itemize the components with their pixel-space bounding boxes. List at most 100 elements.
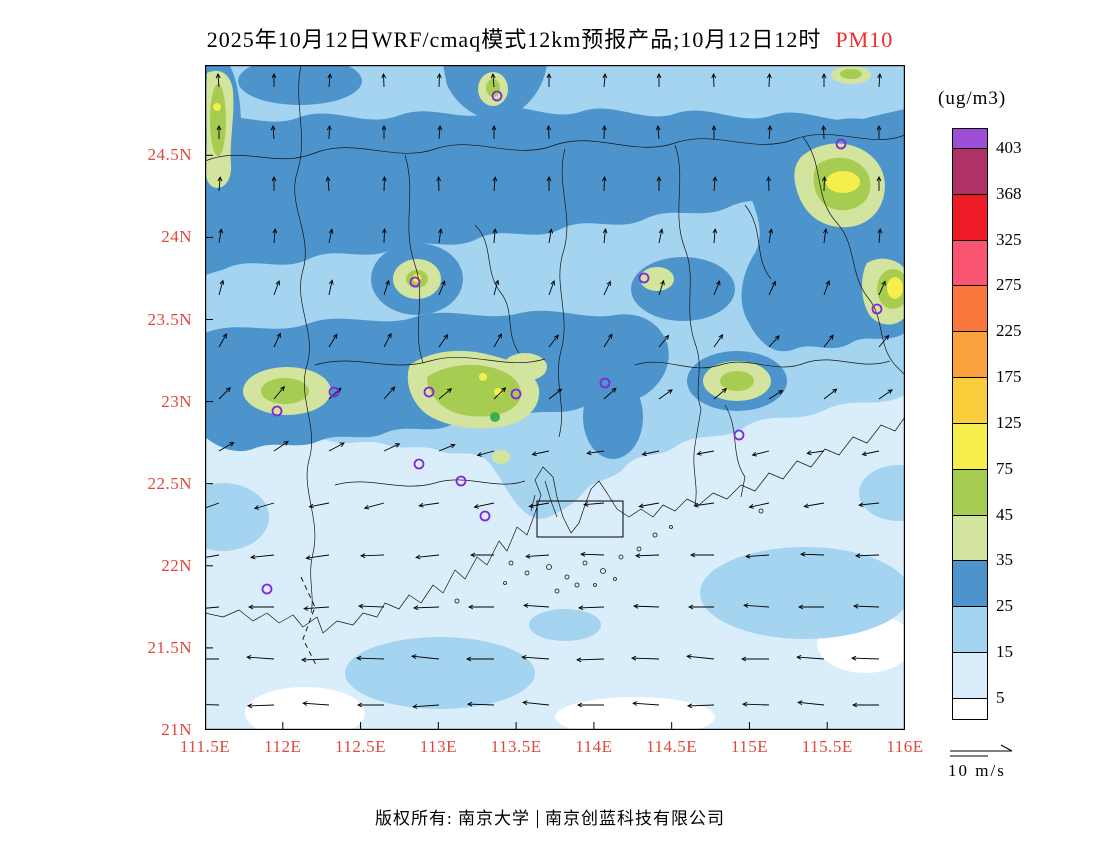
wind-arrow	[412, 605, 440, 611]
wind-arrow	[603, 333, 613, 348]
wind-arrow	[821, 72, 827, 87]
wind-arrow	[696, 450, 715, 456]
wind-reference-label: 10 m/s	[948, 761, 1006, 780]
wind-arrow	[821, 124, 827, 140]
wind-arrow	[876, 124, 882, 139]
wind-arrow	[797, 700, 825, 706]
wind-arrow	[466, 701, 495, 707]
wind-arrow	[522, 700, 550, 706]
wind-arrow	[490, 72, 496, 88]
wind-arrow	[877, 228, 883, 244]
colorbar-labels: 403 368 325 275 225 175 125 75 45 35 25 15 5	[996, 128, 1066, 768]
lat-tick-label: 23N	[161, 391, 192, 411]
colorbar-segment	[953, 194, 987, 241]
coastline	[204, 416, 906, 634]
wind-arrow	[438, 443, 456, 452]
lat-tick-label: 22N	[161, 555, 192, 575]
wind-arrow	[603, 387, 617, 400]
wind-arrow	[713, 333, 724, 348]
wind-reference: 10 m/s	[948, 740, 1058, 781]
lon-tick-label: 111.5E	[179, 737, 231, 756]
wind-arrow	[823, 279, 831, 296]
wind-arrow	[216, 124, 222, 139]
wind-arrow	[548, 279, 556, 296]
wind-arrow	[852, 603, 880, 609]
city-marker	[328, 386, 340, 398]
wind-arrow	[469, 552, 494, 558]
wind-arrow	[328, 442, 345, 452]
city-marker	[733, 429, 745, 441]
wind-arrow	[766, 72, 772, 88]
wind-arrow	[218, 386, 232, 400]
wind-arrow	[634, 553, 660, 559]
city-marker	[491, 90, 503, 102]
wind-arrow	[751, 450, 770, 457]
colorbar-segment	[953, 698, 987, 719]
wind-arrow	[493, 279, 500, 296]
wind-arrow	[272, 228, 278, 244]
wind-arrow	[273, 440, 289, 452]
lat-axis: 24.5N 24N 23.5N 23N 22.5N 22N 21.5N 21N	[0, 0, 198, 850]
wind-arrow	[711, 124, 717, 139]
colorbar-segment	[953, 332, 987, 379]
wind-arrow	[766, 175, 771, 192]
wind-arrow	[418, 502, 440, 508]
wind-arrow	[325, 176, 331, 192]
copyright-footer: 版权所有: 南京大学 南京创蓝科技有限公司	[0, 804, 1100, 829]
wind-arrow	[356, 702, 384, 708]
wind-arrow	[602, 175, 607, 192]
lat-tick-label: 21.5N	[147, 637, 192, 657]
wind-arrow	[748, 502, 770, 509]
wind-arrow	[878, 389, 893, 400]
city-marker	[409, 276, 421, 288]
lon-tick-label: 113.5E	[490, 737, 542, 756]
wind-arrow	[878, 334, 890, 348]
wind-arrow	[303, 606, 330, 611]
lon-tick-label: 115E	[730, 737, 769, 756]
wind-arrow	[270, 124, 276, 140]
wind-arrow	[328, 333, 338, 348]
colorbar-segment	[953, 423, 987, 470]
wind-arrow	[411, 654, 440, 660]
wind-arrow	[851, 702, 879, 708]
wind-arrow	[492, 176, 498, 192]
wind-arrow	[271, 72, 277, 87]
city-marker	[599, 377, 611, 389]
wind-arrow	[632, 701, 660, 706]
wind-arrow	[658, 334, 670, 348]
colorbar-level-label: 325	[996, 229, 1022, 249]
wind-arrow	[473, 502, 495, 509]
colorbar-unit: (ug/m3)	[938, 88, 1007, 109]
wind-arrow	[713, 388, 728, 400]
wind-arrow	[711, 72, 717, 88]
wind-arrow	[300, 657, 330, 663]
wind-arrow	[878, 280, 886, 296]
map-frame	[205, 65, 905, 730]
wind-arrow	[546, 124, 552, 140]
colorbar-segments	[952, 128, 988, 720]
wind-arrow	[822, 175, 827, 192]
wind-arrow	[382, 227, 387, 244]
city-marker	[413, 458, 425, 470]
wind-arrow	[383, 332, 392, 348]
colorbar-level-label: 45	[996, 504, 1013, 524]
wind-arrow	[382, 175, 387, 192]
wind-arrow	[658, 279, 665, 296]
wind-arrow	[803, 502, 825, 509]
colorbar-level-label: 75	[996, 458, 1013, 478]
wind-arrow	[743, 603, 770, 608]
wind-arrow	[217, 176, 223, 192]
wind-arrow	[745, 553, 770, 559]
wind-arrow	[246, 654, 275, 660]
wind-arrow	[796, 654, 825, 660]
wind-arrow	[273, 279, 281, 296]
colorbar-level-label: 403	[996, 138, 1022, 157]
city-marker	[271, 405, 283, 417]
wind-arrow	[575, 657, 605, 663]
wind-arrow	[436, 72, 442, 88]
wind-arrow	[355, 655, 385, 661]
wind-arrow	[381, 72, 387, 88]
wind-arrow	[586, 450, 605, 456]
lon-tick-label: 112E	[264, 737, 302, 756]
wind-arrow	[655, 124, 661, 140]
